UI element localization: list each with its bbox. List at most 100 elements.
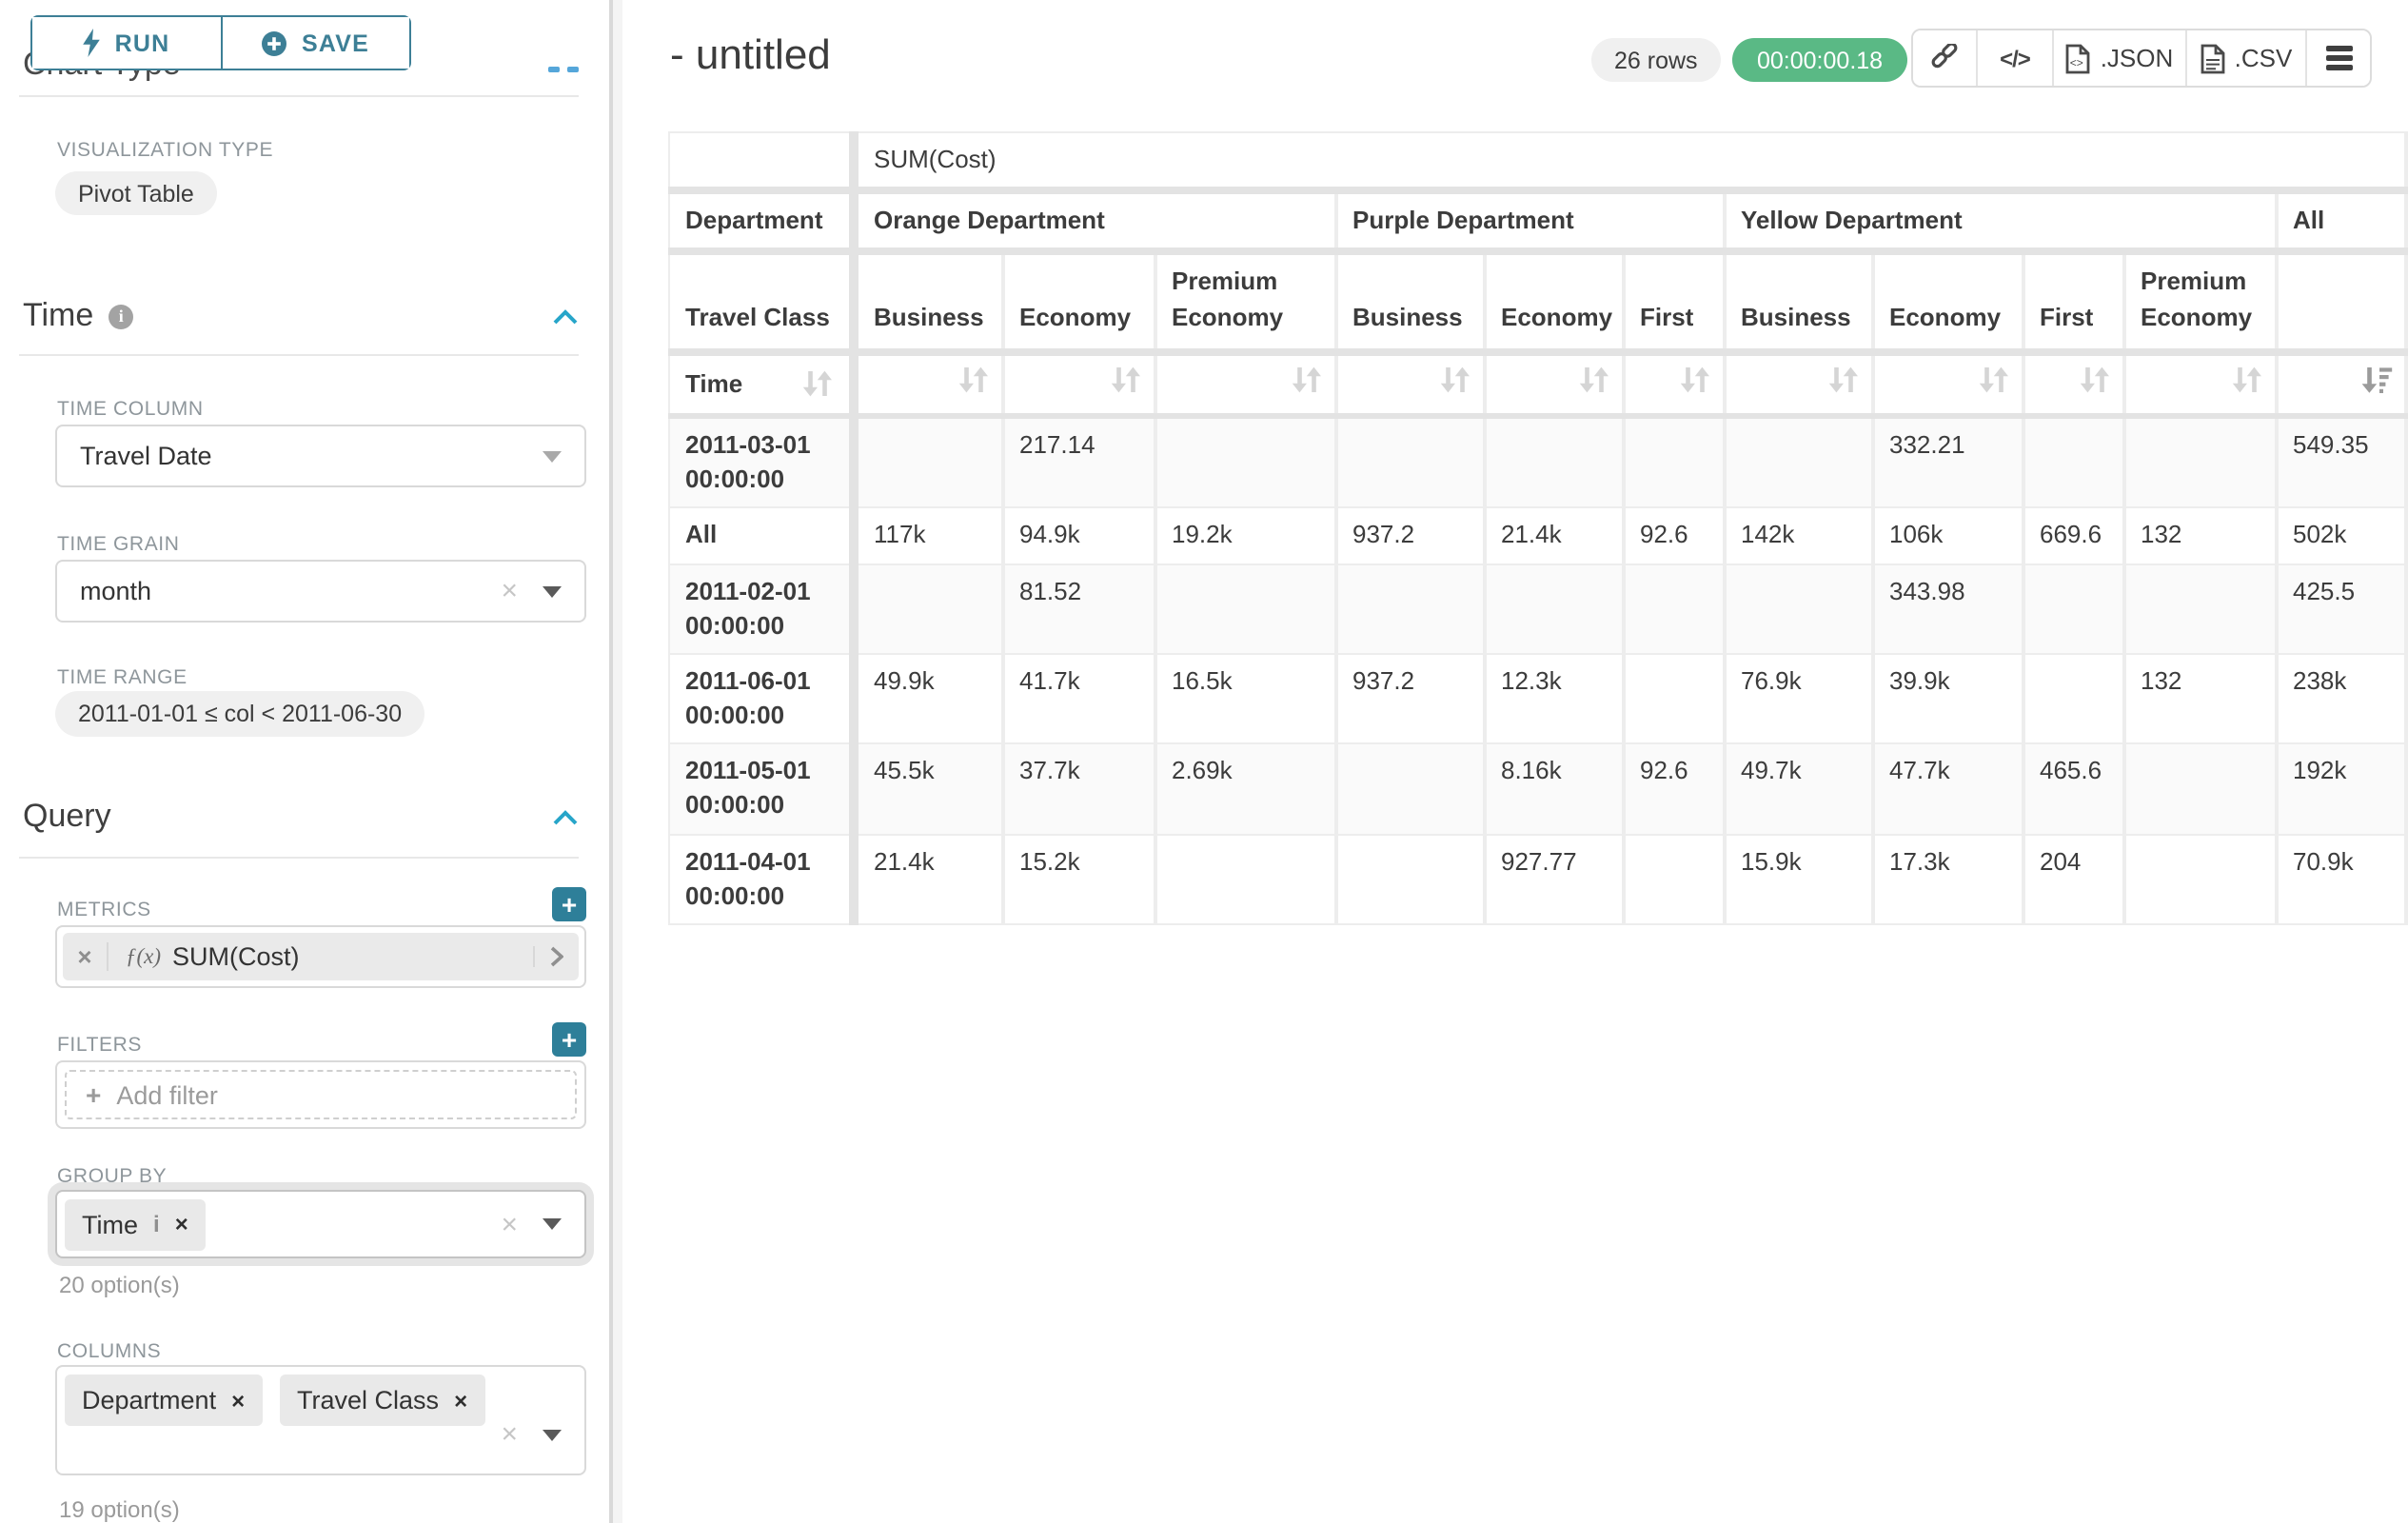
chevron-down-icon [543, 585, 562, 597]
sort-icon[interactable] [2230, 366, 2262, 394]
export-json-button[interactable]: <> .JSON [2052, 30, 2185, 86]
columns-tag: Travel Class × [280, 1375, 485, 1426]
pivot-sorter-cell[interactable] [1622, 350, 1726, 419]
chart-title[interactable]: - untitled [670, 30, 831, 78]
pivot-value-cell: 21.4k [1483, 506, 1625, 565]
chevron-down-icon [543, 1218, 562, 1230]
pivot-value-cell [2122, 833, 2278, 926]
pivot-sorter-cell[interactable] [2022, 350, 2125, 419]
pivot-row-header: 2011-02-01 00:00:00 [668, 562, 859, 655]
panel-resizer[interactable] [609, 0, 613, 1523]
time-grain-label: TIME GRAIN [57, 533, 180, 556]
add-filter-dropzone[interactable]: + Add filter [65, 1070, 577, 1119]
pivot-value-cell: 937.2 [1334, 652, 1486, 745]
remove-tag-icon[interactable]: × [231, 1387, 246, 1414]
time-column-select[interactable]: Travel Date [55, 425, 586, 487]
query-timer-badge: 00:00:00.18 [1732, 38, 1908, 82]
remove-tag-icon[interactable]: × [174, 1211, 188, 1237]
pivot-value-cell [1723, 414, 1874, 509]
run-save-button-group: RUN SAVE [30, 15, 411, 70]
info-icon: i [153, 1211, 160, 1237]
run-button[interactable]: RUN [32, 17, 220, 69]
pivot-value-cell [1622, 833, 1726, 926]
query-section-header[interactable]: Query [23, 798, 111, 836]
pivot-value-cell [2122, 742, 2278, 836]
sort-icon[interactable] [2078, 366, 2110, 394]
save-button[interactable]: SAVE [220, 17, 409, 69]
pivot-value-cell: 142k [1723, 506, 1874, 565]
chevron-down-icon [543, 1429, 562, 1440]
export-csv-button[interactable]: .CSV [2185, 30, 2305, 86]
pivot-value-cell: 132 [2122, 652, 2278, 745]
pivot-class-header: Premium Economy [1154, 250, 1337, 356]
metric-chip[interactable]: × ƒ(x) SUM(Cost) [63, 933, 579, 980]
sort-icon[interactable] [1977, 366, 2009, 394]
chart-actions-group: </> <> .JSON .CSV [1911, 29, 2372, 88]
sort-icon[interactable] [957, 366, 989, 394]
sort-desc-icon[interactable] [2359, 366, 2392, 394]
pivot-sorter-cell[interactable] [1001, 350, 1156, 419]
pivot-sorter-cell[interactable] [1483, 350, 1625, 419]
viz-type-pill[interactable]: Pivot Table [55, 171, 217, 215]
pivot-value-cell: 76.9k [1723, 652, 1874, 745]
sort-icon[interactable] [1438, 366, 1470, 394]
sort-icon[interactable] [1678, 366, 1710, 394]
row-count-badge: 26 rows [1591, 38, 1721, 82]
sort-icon[interactable] [1577, 366, 1609, 394]
pivot-sorter-cell[interactable] [1334, 350, 1486, 419]
add-metric-button[interactable]: + [552, 887, 586, 921]
pivot-value-cell: 343.98 [1871, 562, 2024, 655]
clear-icon[interactable]: × [501, 1418, 518, 1451]
chevron-up-icon[interactable] [552, 308, 579, 326]
pivot-sorter-cell[interactable] [2122, 350, 2278, 419]
export-json-label: .JSON [2100, 44, 2174, 72]
pivot-sorter-cell[interactable] [1154, 350, 1337, 419]
pivot-value-cell: 92.6 [1622, 506, 1726, 565]
query-section-title: Query [23, 798, 111, 834]
remove-tag-icon[interactable]: × [454, 1387, 468, 1414]
sort-icon[interactable] [801, 370, 834, 399]
pivot-sorter-cell[interactable] [1871, 350, 2024, 419]
expand-metric-icon[interactable] [533, 946, 579, 967]
pivot-sorter-cell[interactable] [1723, 350, 1874, 419]
pivot-value-cell: 106k [1871, 506, 2024, 565]
pivot-value-cell [1622, 414, 1726, 509]
clear-icon[interactable]: × [501, 1208, 518, 1240]
clipped-edit-icon[interactable] [548, 67, 560, 72]
pivot-class-header [2274, 250, 2408, 356]
save-button-label: SAVE [301, 30, 369, 56]
pivot-class-header: First [1622, 250, 1726, 356]
view-query-button[interactable]: </> [1976, 30, 2052, 86]
pivot-value-cell [1723, 562, 1874, 655]
pivot-sorter-cell[interactable] [2274, 350, 2408, 419]
pivot-value-cell: 15.2k [1001, 833, 1156, 926]
sort-icon[interactable] [1826, 366, 1859, 394]
time-grain-value: month [80, 577, 152, 605]
time-section-header[interactable]: Time i [23, 297, 134, 335]
clipped-info-icon[interactable] [567, 67, 579, 72]
chevron-up-icon[interactable] [552, 809, 579, 826]
run-button-label: RUN [114, 30, 170, 56]
pivot-class-header: Business [1334, 250, 1486, 356]
pivot-value-cell [2122, 562, 2278, 655]
time-grain-select[interactable]: month × [55, 560, 586, 623]
clear-icon[interactable]: × [501, 575, 518, 607]
pivot-value-cell [1483, 562, 1625, 655]
group-by-select[interactable]: Time i × × [55, 1190, 586, 1258]
more-options-button[interactable] [2305, 30, 2370, 86]
share-link-button[interactable] [1913, 30, 1976, 86]
columns-select[interactable]: Department × Travel Class × × [55, 1365, 586, 1475]
sort-icon[interactable] [1290, 366, 1322, 394]
pivot-row-header: 2011-04-01 00:00:00 [668, 833, 859, 926]
function-icon: ƒ(x) [126, 945, 162, 968]
add-filter-button[interactable]: + [552, 1022, 586, 1057]
pivot-sorter-cell[interactable] [853, 350, 1004, 419]
remove-metric-icon[interactable]: × [63, 942, 109, 971]
sort-icon[interactable] [1109, 366, 1141, 394]
pivot-value-cell [853, 562, 1004, 655]
time-range-pill[interactable]: 2011-01-01 ≤ col < 2011-06-30 [55, 691, 425, 737]
pivot-value-cell [1483, 414, 1625, 509]
control-panel-sidebar: Chart Type RUN SAVE VISUALIZATION TYPE P… [0, 0, 609, 1523]
columns-tag-label: Travel Class [297, 1386, 440, 1414]
chevron-down-icon [543, 450, 562, 462]
